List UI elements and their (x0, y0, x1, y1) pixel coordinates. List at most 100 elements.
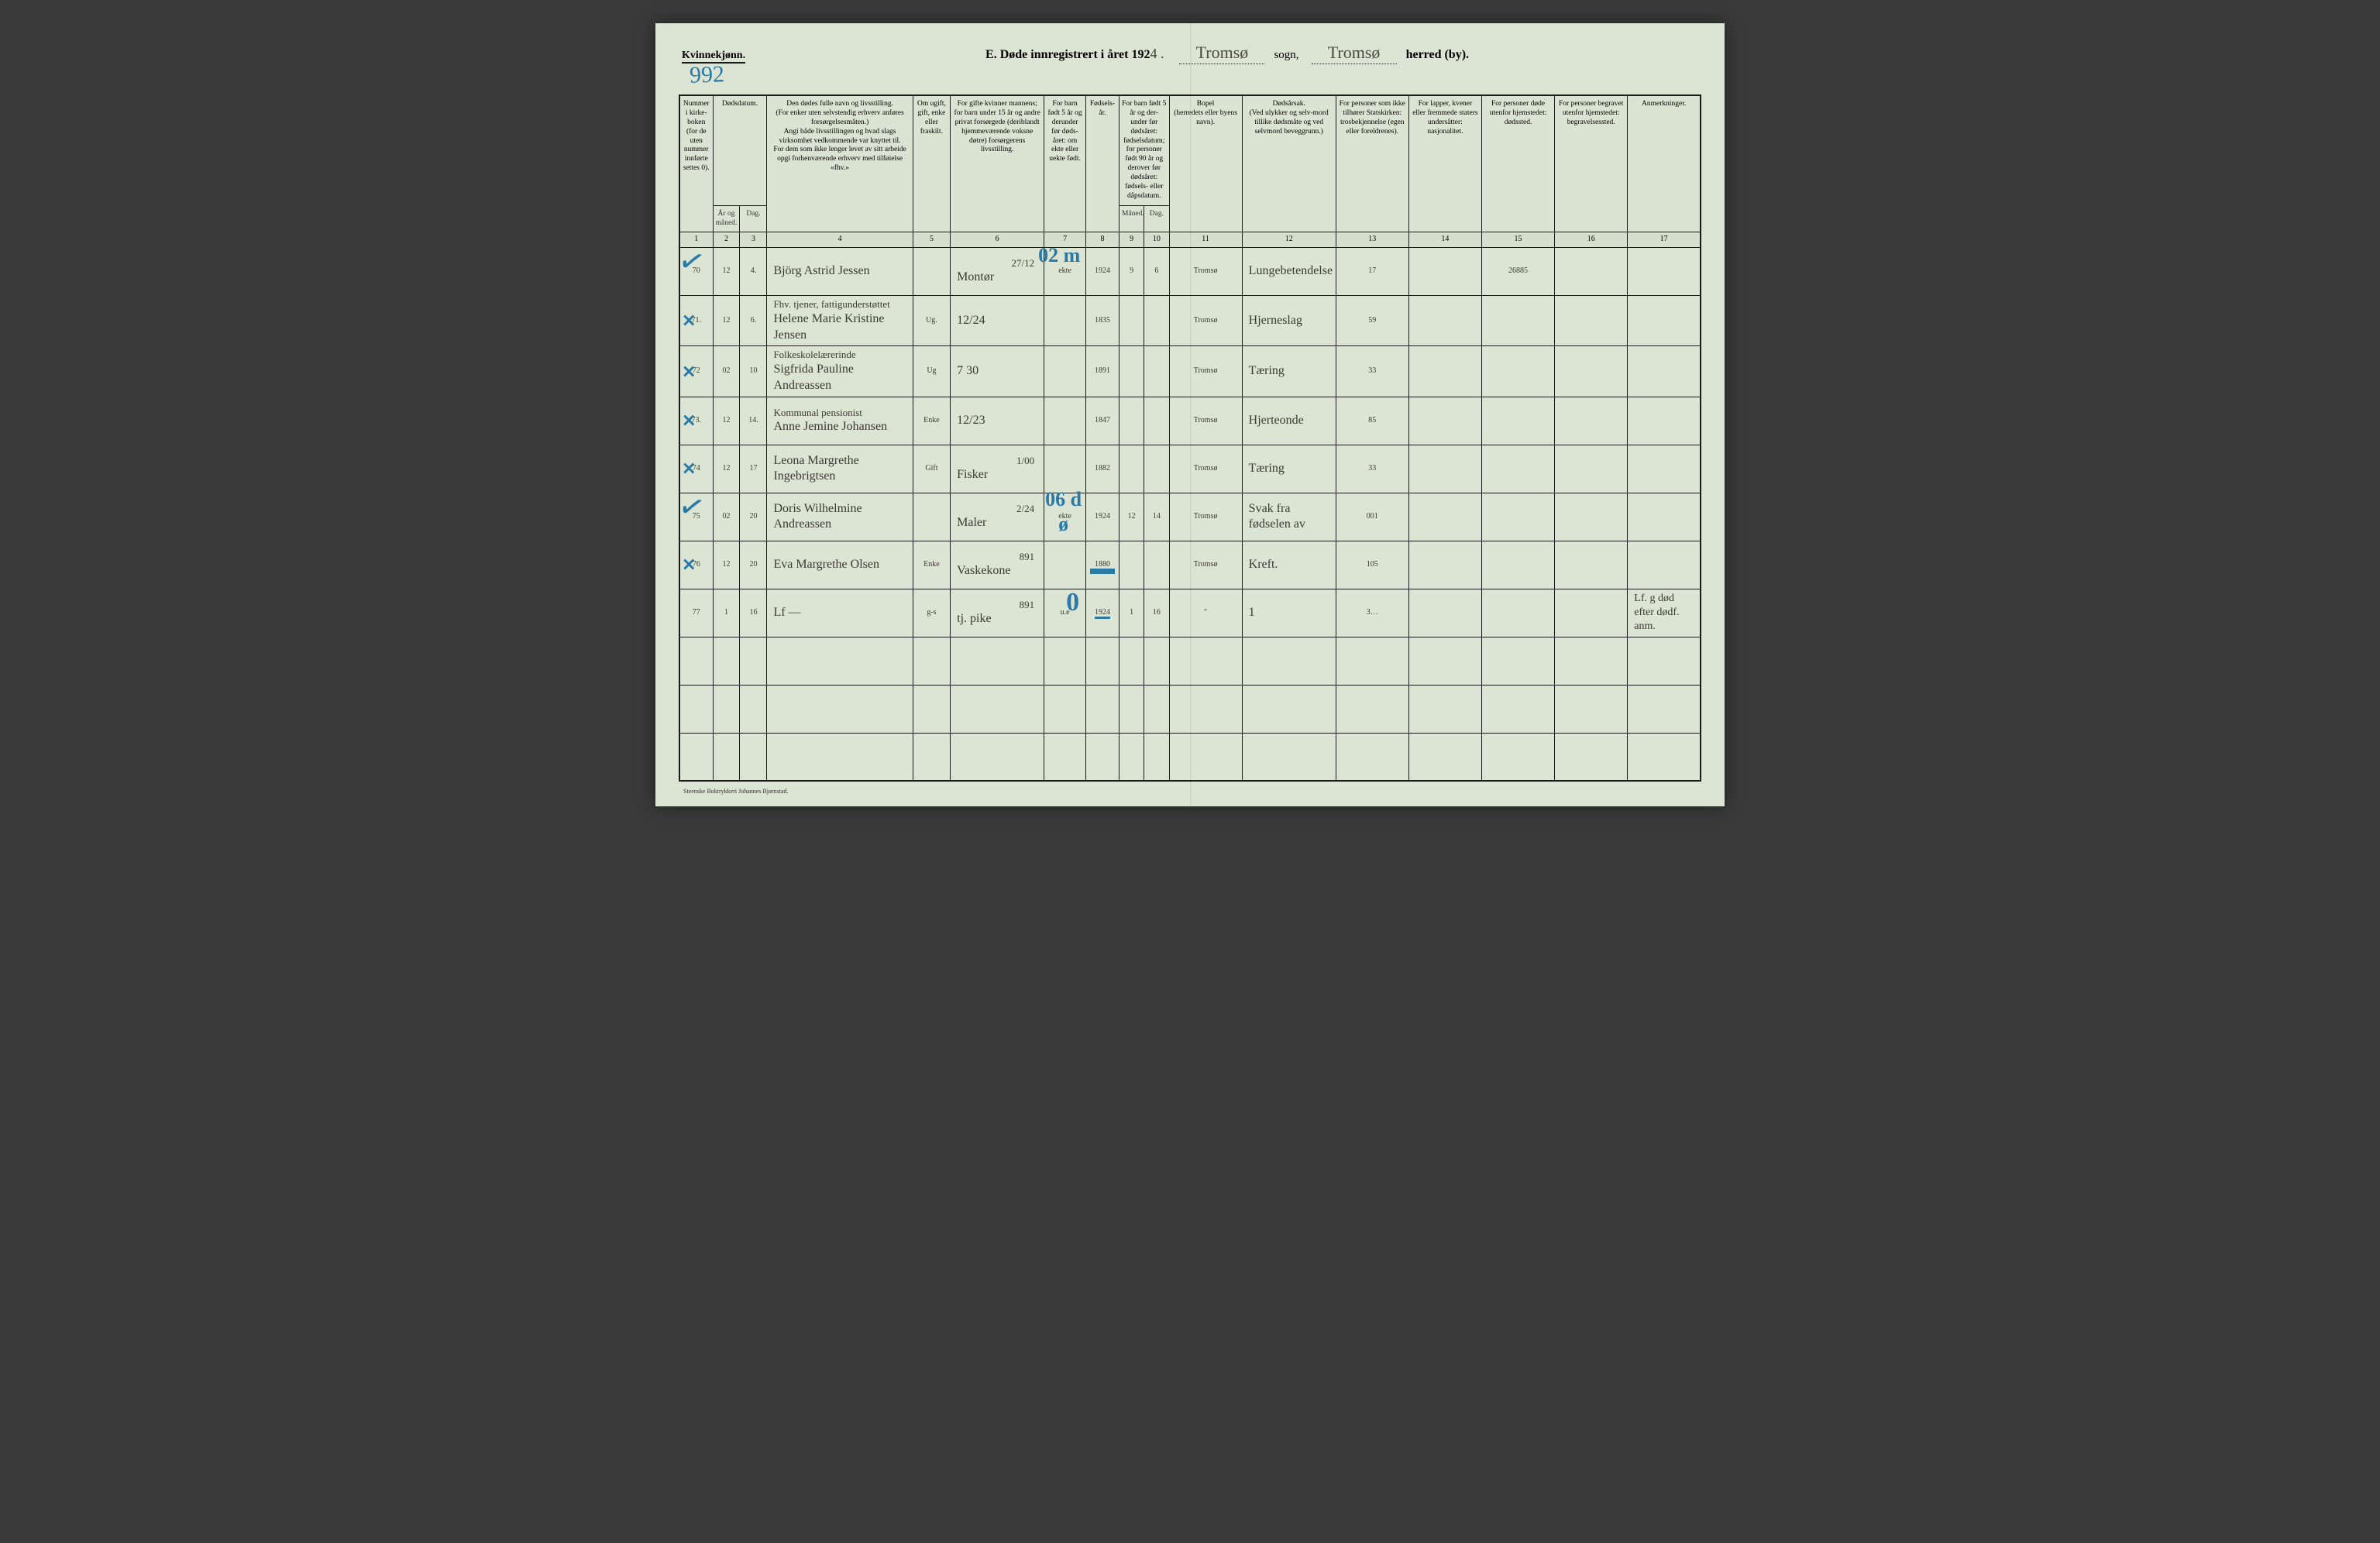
table-cell: " (1169, 589, 1242, 637)
ledger-page: Kvinnekjønn. 992 E. Døde innregistrert i… (655, 23, 1725, 806)
col-subheader: Dag. (1144, 205, 1169, 232)
table-cell: 1924 (1085, 247, 1119, 295)
col-header: For barn født 5 år og der-under før døds… (1119, 95, 1170, 205)
table-cell: Tromsø (1169, 346, 1242, 397)
table-cell (951, 685, 1044, 733)
table-cell (1555, 733, 1628, 781)
col-header: For lapper, kvener eller fremmede stater… (1408, 95, 1481, 232)
table-cell: 0u.e (1044, 589, 1086, 637)
table-cell: 891tj. pike (951, 589, 1044, 637)
table-cell: 12 (713, 445, 740, 493)
table-row: ✕720210FolkeskolelærerindeSigfrida Pauli… (679, 346, 1701, 397)
table-cell (1144, 541, 1169, 589)
blue-annotation: 06 d ø (1041, 487, 1085, 538)
table-cell: 1 (713, 589, 740, 637)
table-cell: 17 (740, 445, 767, 493)
table-cell: Tæring (1242, 445, 1336, 493)
table-cell: Enke (913, 541, 950, 589)
table-cell (1628, 493, 1701, 541)
col-header: For personer som ikke tilhører Statskirk… (1336, 95, 1408, 232)
check-mark-icon: ✓ (677, 251, 707, 273)
table-row: ✕741217Leona Margrethe IngebrigtsenGift1… (679, 445, 1701, 493)
table-cell (1119, 346, 1144, 397)
table-cell: 12 (713, 295, 740, 345)
table-cell: Enke (913, 397, 950, 445)
table-cell (713, 685, 740, 733)
table-cell (1408, 247, 1481, 295)
table-cell (951, 637, 1044, 685)
table-row-empty (679, 733, 1701, 781)
col-num: 11 (1169, 232, 1242, 248)
table-cell: 1880 (1085, 541, 1119, 589)
table-cell (1119, 733, 1144, 781)
table-cell: Tæring (1242, 346, 1336, 397)
x-mark-icon: ✕ (682, 459, 696, 480)
table-cell: 3… (1336, 589, 1408, 637)
table-cell (1144, 685, 1169, 733)
table-cell (1044, 733, 1086, 781)
table-cell (1144, 295, 1169, 345)
year-suffix: 4 . (1150, 46, 1164, 61)
table-cell: Tromsø (1169, 493, 1242, 541)
table-cell: Ug (913, 346, 950, 397)
table-row-empty (679, 637, 1701, 685)
col-num: 9 (1119, 232, 1144, 248)
table-cell (1119, 445, 1144, 493)
table-cell (713, 637, 740, 685)
table-cell (1169, 685, 1242, 733)
table-cell: 59 (1336, 295, 1408, 345)
table-cell (951, 733, 1044, 781)
table-cell (1408, 685, 1481, 733)
sogn-value: Tromsø (1179, 43, 1264, 64)
table-cell: 12 (1119, 493, 1144, 541)
table-cell (1481, 445, 1554, 493)
table-cell (1119, 295, 1144, 345)
table-cell: ✕74 (679, 445, 713, 493)
table-row: ✓750220Doris Wilhelmine Andreassen2/24Ma… (679, 493, 1701, 541)
table-cell: 16 (740, 589, 767, 637)
table-cell (1119, 397, 1144, 445)
table-cell (1555, 685, 1628, 733)
table-cell (1044, 346, 1086, 397)
table-cell (1242, 685, 1336, 733)
table-cell: Björg Astrid Jessen (767, 247, 913, 295)
table-cell (1481, 685, 1554, 733)
table-cell (1481, 295, 1554, 345)
table-cell: Tromsø (1169, 247, 1242, 295)
col-num: 15 (1481, 232, 1554, 248)
blue-annotation: 0 (1066, 586, 1079, 620)
table-cell (913, 685, 950, 733)
table-cell (1169, 733, 1242, 781)
table-cell (1044, 397, 1086, 445)
table-cell (1044, 445, 1086, 493)
table-cell (1119, 637, 1144, 685)
col-num: 5 (913, 232, 950, 248)
table-cell: 105 (1336, 541, 1408, 589)
table-cell: Hjerneslag (1242, 295, 1336, 345)
title-center: E. Døde innregistrert i året 1924 . Trom… (756, 43, 1698, 64)
table-cell (1408, 733, 1481, 781)
table-cell (1555, 247, 1628, 295)
col-header: Nummer i kirke-boken (for de uten nummer… (679, 95, 713, 232)
table-cell: Tromsø (1169, 397, 1242, 445)
table-cell: 1 (1242, 589, 1336, 637)
table-cell: ✕72 (679, 346, 713, 397)
table-cell: 27/12Montør (951, 247, 1044, 295)
col-num: 4 (767, 232, 913, 248)
table-cell: 2/24Maler (951, 493, 1044, 541)
table-cell (913, 493, 950, 541)
table-cell: 12 (713, 541, 740, 589)
table-cell (1555, 589, 1628, 637)
title-prefix: E. Døde innregistrert i året 192 (985, 48, 1150, 61)
table-cell (1242, 637, 1336, 685)
table-cell (1555, 346, 1628, 397)
table-cell (1144, 397, 1169, 445)
table-cell (913, 637, 950, 685)
table-cell: 4. (740, 247, 767, 295)
col-num: 14 (1408, 232, 1481, 248)
table-cell (1481, 733, 1554, 781)
table-cell: Fhv. tjener, fattigunderstøttetHelene Ma… (767, 295, 913, 345)
printer-footer: Steenske Boktrykkeri Johannes Bjørnstad. (679, 788, 1701, 795)
table-cell (713, 733, 740, 781)
table-cell (1169, 637, 1242, 685)
